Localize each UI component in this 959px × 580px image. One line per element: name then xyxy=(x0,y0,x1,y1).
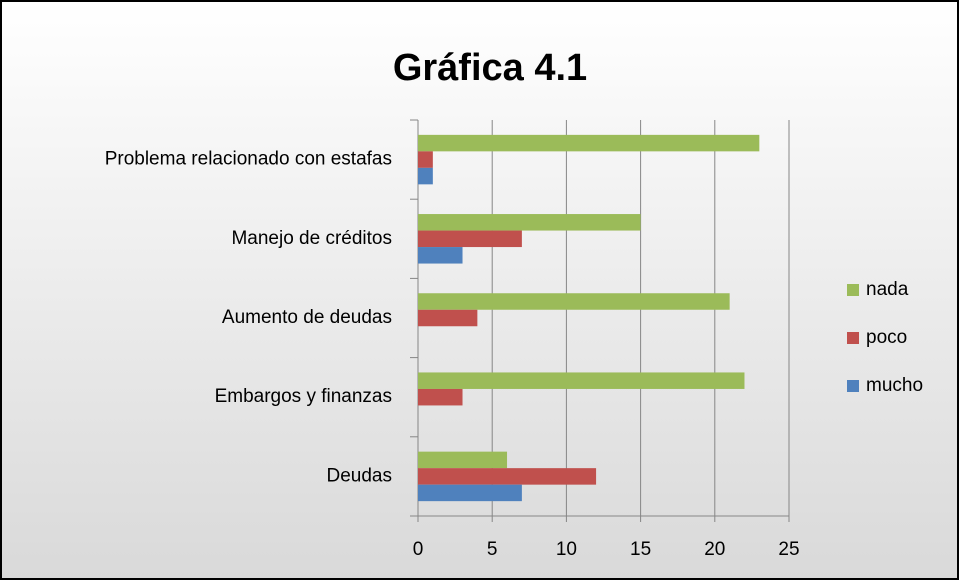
y-tick-label: Problema relacionado con estafas xyxy=(105,149,392,170)
bar xyxy=(418,167,433,185)
x-tick-label: 25 xyxy=(778,539,799,560)
bar xyxy=(418,468,597,485)
legend-label: poco xyxy=(866,327,907,348)
bar xyxy=(418,484,522,502)
x-tick-label: 20 xyxy=(704,539,725,560)
bar xyxy=(418,309,478,327)
bar xyxy=(418,293,730,310)
y-tick-label: Deudas xyxy=(327,465,393,486)
bar xyxy=(418,151,433,168)
bar xyxy=(418,134,760,152)
y-tick-label: Manejo de créditos xyxy=(231,228,392,249)
bar xyxy=(418,230,522,248)
x-tick-label: 15 xyxy=(630,539,651,560)
x-tick-label: 10 xyxy=(556,539,577,560)
legend-swatch xyxy=(847,380,859,392)
legend-label: mucho xyxy=(866,375,923,396)
bar xyxy=(418,388,463,406)
bar xyxy=(418,214,641,231)
chart-title: Gráfica 4.1 xyxy=(393,47,587,89)
y-tick-label: Embargos y finanzas xyxy=(215,386,392,407)
bar xyxy=(418,247,463,264)
x-tick-label: 0 xyxy=(413,539,424,560)
x-tick-label: 5 xyxy=(487,539,498,560)
legend-label: nada xyxy=(866,279,909,300)
legend-swatch xyxy=(847,284,859,296)
legend-swatch xyxy=(847,332,859,344)
bar xyxy=(418,451,508,469)
y-tick-label: Aumento de deudas xyxy=(222,307,392,328)
bar xyxy=(418,372,745,389)
